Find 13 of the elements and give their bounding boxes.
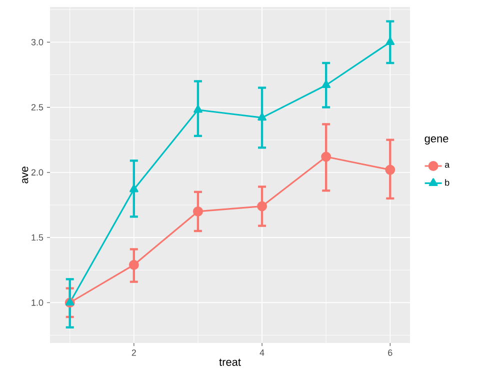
y-tick-label: 2.5	[31, 104, 44, 110]
y-tick-label: 1.0	[32, 299, 44, 306]
legend-title: gene	[424, 136, 448, 145]
x-tick-label: 2	[132, 350, 136, 356]
legend-label: a	[444, 162, 450, 168]
x-axis-title: treat	[219, 358, 241, 366]
x-tick-label: 4	[260, 350, 264, 356]
y-axis-title: ave	[22, 166, 28, 184]
y-tick-label: 2.0	[31, 169, 44, 176]
legend-label: b	[445, 179, 450, 186]
y-tick-label: 3.0	[31, 38, 44, 46]
y-tick-label: 1.5	[32, 234, 44, 241]
x-tick-label: 6	[388, 350, 392, 356]
